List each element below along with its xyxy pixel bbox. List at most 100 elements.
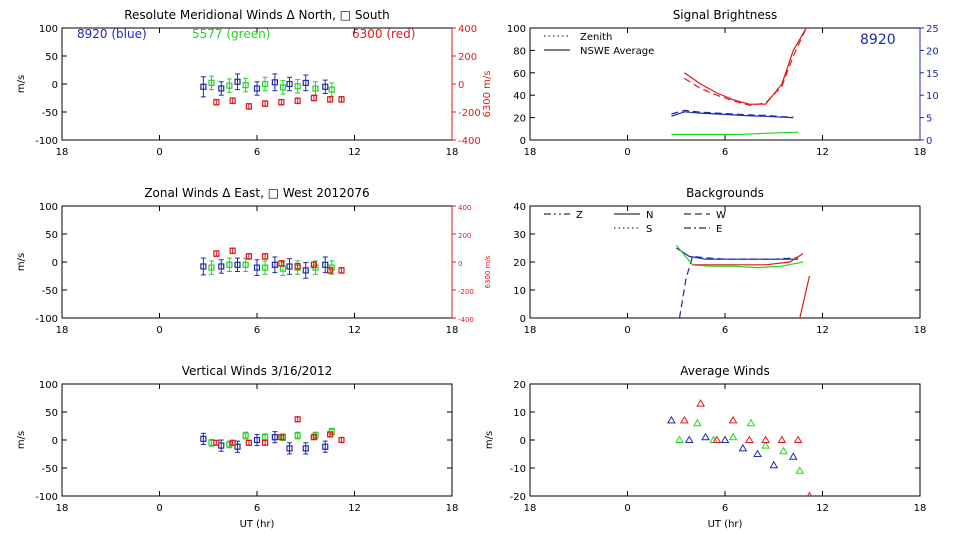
series-line <box>671 131 799 135</box>
right-y-tick-label: 0 <box>458 80 464 91</box>
chart-title: Zonal Winds Δ East, □ West 2012076 <box>144 186 369 200</box>
right-y-tick-label: 200 <box>458 232 471 240</box>
data-point <box>262 264 269 271</box>
data-point <box>253 264 261 271</box>
y-tick-label: 100 <box>507 24 526 35</box>
series-6300-nswe-average <box>684 28 807 105</box>
data-point <box>226 441 233 448</box>
y-tick-label: 0 <box>52 80 58 91</box>
chart-meridional: Resolute Meridional Winds Δ North, □ Sou… <box>16 8 493 158</box>
y-tick-label: 100 <box>39 202 58 213</box>
x-tick-label: 0 <box>624 503 630 514</box>
series-6300-n <box>692 253 804 266</box>
y-tick-label: -50 <box>42 108 58 119</box>
data-point <box>788 452 798 460</box>
data-point <box>245 103 252 110</box>
data-point <box>328 86 335 93</box>
data-point <box>777 435 787 443</box>
x-tick-label: 0 <box>156 325 162 336</box>
x-tick-label: 0 <box>156 147 162 158</box>
data-point <box>322 261 329 268</box>
series-line <box>671 111 794 119</box>
series-5577 <box>208 427 335 449</box>
chart-title: Vertical Winds 3/16/2012 <box>182 364 333 378</box>
chart-zonal: Zonal Winds Δ East, □ West 2012076 18 0 6 12… <box>16 186 492 336</box>
legend-label: E <box>716 224 722 235</box>
right-y-tick-label: -400 <box>458 316 474 324</box>
data-point <box>262 100 269 107</box>
y-tick-label: 0 <box>52 436 58 447</box>
data-point <box>229 439 236 446</box>
data-point <box>286 263 293 270</box>
data-point <box>294 432 301 439</box>
data-point <box>253 85 261 92</box>
y-axis-label: m/s <box>16 431 27 449</box>
data-point <box>242 261 249 268</box>
data-point <box>712 435 722 443</box>
data-point <box>208 264 215 271</box>
data-point <box>271 434 278 441</box>
y-tick-label: -20 <box>510 492 526 503</box>
right-y-tick-label: 400 <box>458 204 471 212</box>
data-point <box>234 261 241 268</box>
data-point <box>278 260 285 267</box>
data-point <box>338 96 345 103</box>
x-tick-label: 6 <box>254 147 260 158</box>
data-point <box>286 80 293 88</box>
y-tick-label: 40 <box>513 91 526 102</box>
x-tick-label: 18 <box>914 147 927 158</box>
data-point <box>302 267 309 274</box>
series-line <box>684 28 807 105</box>
y-tick-label: 10 <box>513 408 526 419</box>
y-tick-label: 80 <box>513 46 526 57</box>
chart-title: Average Winds <box>680 364 770 378</box>
data-point <box>793 435 803 443</box>
legend-label: N <box>646 210 653 221</box>
x-tick-label: 18 <box>524 147 537 158</box>
data-point <box>242 82 249 89</box>
data-point <box>234 443 241 450</box>
y-tick-label: 10 <box>513 286 526 297</box>
data-point <box>779 446 788 455</box>
data-point <box>294 83 301 90</box>
y-tick-label: 0 <box>520 136 526 147</box>
data-point <box>338 267 345 274</box>
x-tick-label: 12 <box>816 147 829 158</box>
y-tick-label: -100 <box>35 136 58 147</box>
x-tick-label: 18 <box>524 503 537 514</box>
chart-title: Resolute Meridional Winds Δ North, □ Sou… <box>124 8 390 22</box>
y-tick-label: 0 <box>520 314 526 325</box>
y-tick-label: -100 <box>35 492 58 503</box>
x-tick-label: 12 <box>348 147 361 158</box>
x-tick-label: 18 <box>56 503 69 514</box>
y-tick-label: 50 <box>45 408 58 419</box>
legend-label: Zenith <box>580 32 612 43</box>
data-point <box>245 439 252 446</box>
series-8920 <box>200 256 329 279</box>
data-point <box>294 263 301 270</box>
series-6300 <box>213 416 345 446</box>
y-axis-label: m/s <box>16 75 27 93</box>
legend-label-1: 5577 (green) <box>192 27 270 41</box>
series-6300-z <box>799 275 811 318</box>
right-y-tick-label: 10 <box>926 91 939 102</box>
data-point <box>229 97 236 104</box>
data-point <box>253 436 261 444</box>
data-point <box>213 250 220 257</box>
x-tick-label: 0 <box>156 503 162 514</box>
data-point <box>806 491 813 496</box>
right-y-tick-label: 25 <box>926 24 939 35</box>
series-line <box>671 109 794 118</box>
x-tick-label: 18 <box>524 325 537 336</box>
right-y-axis-label: 6300 m/s <box>484 255 492 288</box>
x-tick-label: 18 <box>446 325 459 336</box>
data-point <box>312 85 319 92</box>
data-point <box>310 261 317 268</box>
series-5577 <box>208 75 335 97</box>
data-point <box>278 434 285 441</box>
data-point <box>753 449 762 457</box>
legend-label-0: 8920 (blue) <box>77 27 147 41</box>
chart-vertical: Vertical Winds 3/16/2012 18 0 6 12 18 UT (hr) -… <box>16 364 458 530</box>
